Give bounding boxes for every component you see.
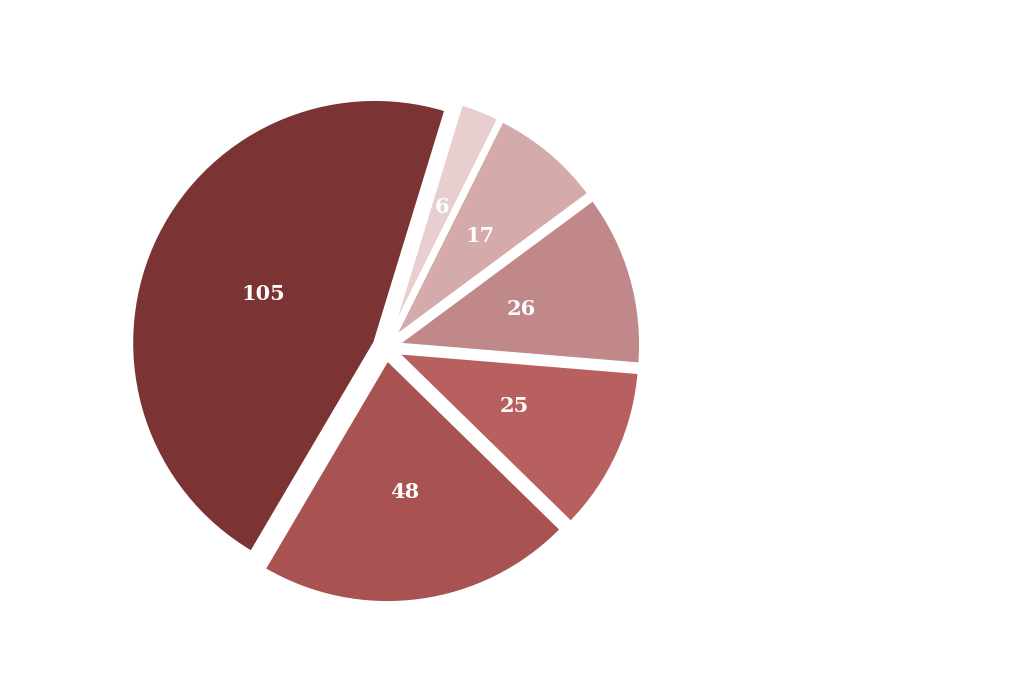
Wedge shape xyxy=(131,99,446,553)
Wedge shape xyxy=(264,359,561,603)
Text: 25: 25 xyxy=(500,396,529,416)
Wedge shape xyxy=(397,199,641,364)
Text: 105: 105 xyxy=(242,284,285,304)
Wedge shape xyxy=(390,104,499,336)
Text: 6: 6 xyxy=(434,197,450,218)
Text: 26: 26 xyxy=(507,299,537,319)
Wedge shape xyxy=(393,120,589,338)
Text: 48: 48 xyxy=(390,482,420,502)
Wedge shape xyxy=(396,352,639,523)
Text: 17: 17 xyxy=(465,226,495,245)
